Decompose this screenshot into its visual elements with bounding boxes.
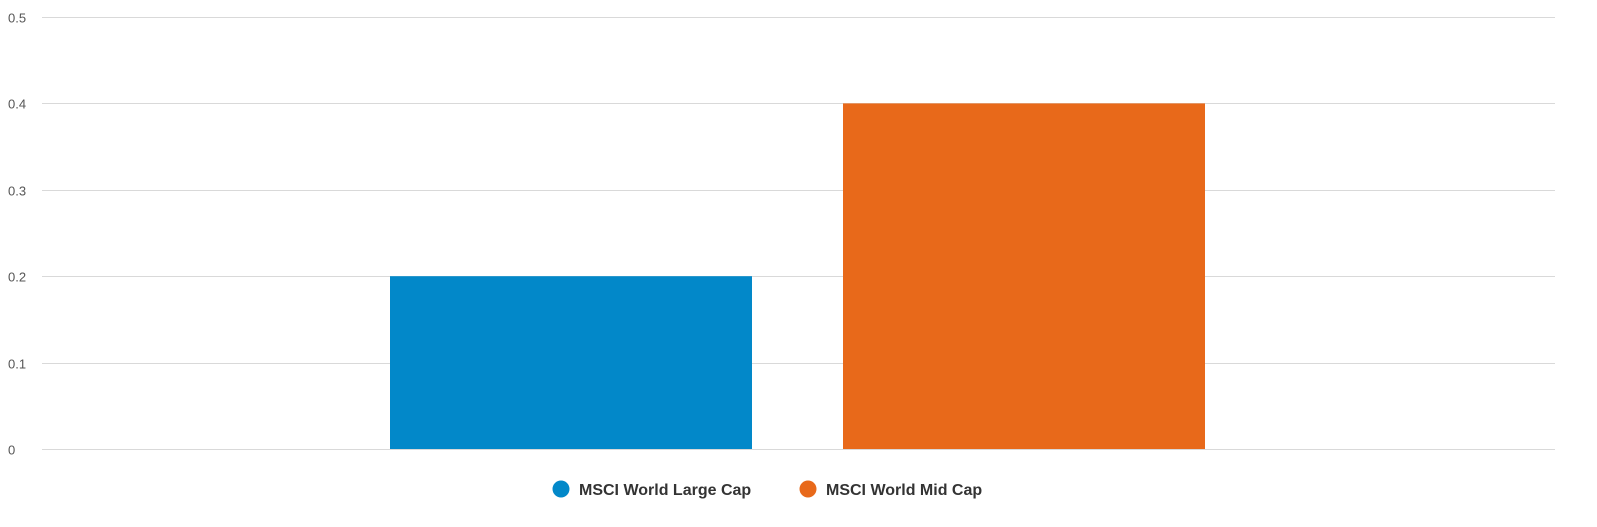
legend-marker bbox=[799, 480, 817, 498]
legend: MSCI World Large Cap MSCI World Mid Cap bbox=[552, 480, 983, 500]
legend-item[interactable]: MSCI World Large Cap bbox=[552, 480, 752, 500]
y-tick-label: 0 bbox=[8, 443, 15, 458]
y-tick-label: 0.1 bbox=[8, 357, 26, 372]
legend-marker bbox=[552, 480, 570, 498]
legend-label: MSCI World Mid Cap bbox=[826, 482, 982, 499]
bars bbox=[390, 103, 1205, 450]
y-axis: 0 0.1 0.2 0.3 0.4 0.5 bbox=[8, 11, 26, 458]
y-tick-label: 0.3 bbox=[8, 184, 26, 199]
bar-msci-world-mid-cap[interactable] bbox=[843, 103, 1205, 450]
y-tick-label: 0.5 bbox=[8, 11, 26, 26]
grid bbox=[42, 17, 1555, 450]
y-tick-label: 0.2 bbox=[8, 270, 26, 285]
y-tick-label: 0.4 bbox=[8, 97, 26, 112]
bar-msci-world-large-cap[interactable] bbox=[390, 276, 752, 449]
legend-item[interactable]: MSCI World Mid Cap bbox=[799, 480, 983, 500]
legend-label: MSCI World Large Cap bbox=[579, 482, 751, 499]
